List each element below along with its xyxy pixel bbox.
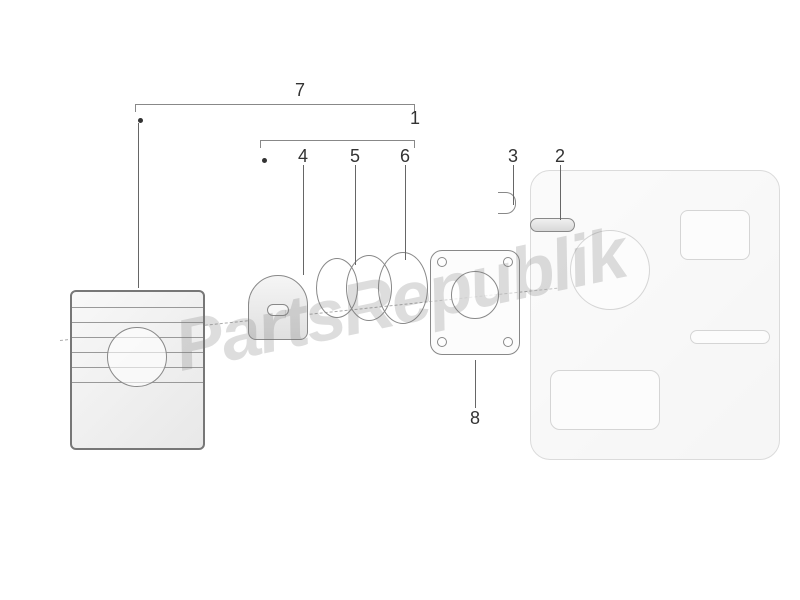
piston-ring: [378, 252, 428, 324]
callout-7: 7: [295, 80, 305, 101]
callout-dot: [138, 118, 143, 123]
dimension-bracket: [135, 104, 415, 112]
cylinder-bore: [107, 327, 167, 387]
gasket-hole: [503, 337, 513, 347]
piston: [248, 275, 308, 340]
piston-pin: [530, 218, 575, 232]
callout-6: 6: [400, 146, 410, 167]
leader-line: [355, 165, 356, 265]
crankcase-shaft: [690, 330, 770, 344]
leader-line: [475, 360, 476, 408]
exploded-diagram: 1 2 3 4 5 6 7 8 PartsRepublik: [0, 0, 800, 600]
gasket-bore: [451, 271, 499, 319]
leader-line: [138, 123, 139, 288]
leader-line: [513, 165, 514, 205]
callout-5: 5: [350, 146, 360, 167]
base-gasket: [430, 250, 520, 355]
gasket-hole: [503, 257, 513, 267]
callout-1: 1: [410, 108, 420, 129]
callout-2: 2: [555, 146, 565, 167]
crankcase-bore: [570, 230, 650, 310]
gasket-hole: [437, 257, 447, 267]
crankcase-boss-1: [680, 210, 750, 260]
leader-line: [405, 165, 406, 260]
crankcase-assembly: [530, 170, 780, 460]
callout-dot: [262, 158, 267, 163]
leader-line: [303, 165, 304, 275]
dimension-bracket: [260, 140, 415, 148]
crankcase-sump: [550, 370, 660, 430]
cylinder-fin: [72, 307, 203, 308]
cylinder-fin: [72, 322, 203, 323]
callout-4: 4: [298, 146, 308, 167]
gasket-hole: [437, 337, 447, 347]
cylinder: [70, 290, 205, 450]
callout-8: 8: [470, 408, 480, 429]
callout-3: 3: [508, 146, 518, 167]
piston-pin-bore: [267, 304, 289, 316]
leader-line: [560, 165, 561, 220]
